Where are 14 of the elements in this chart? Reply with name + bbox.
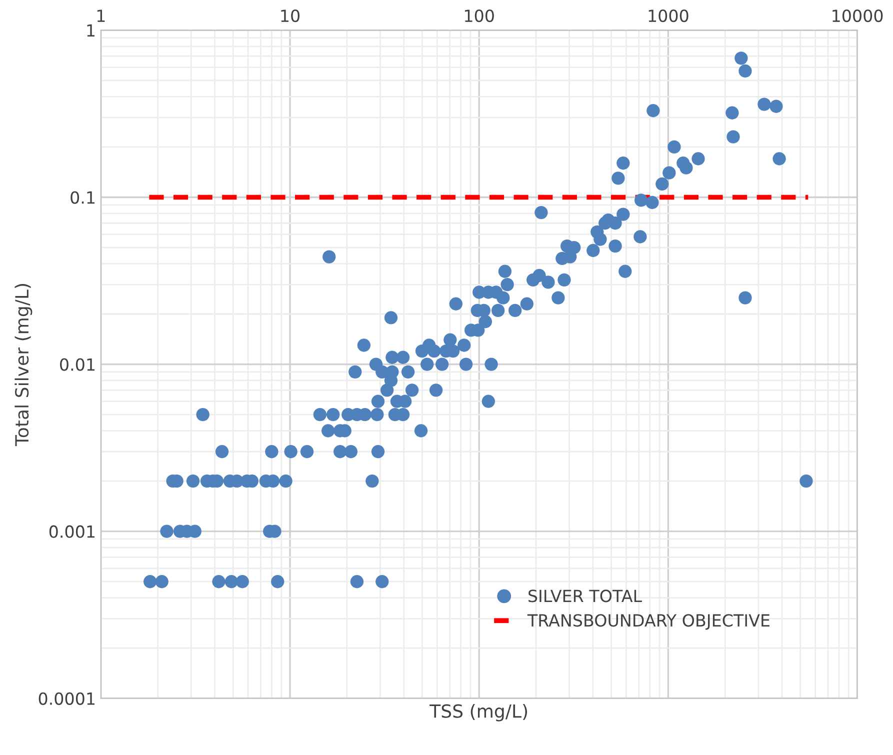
x-tick-label: 1000	[648, 10, 688, 22]
y-tick-label: 0.1	[70, 191, 95, 204]
y-tick-label: 1	[87, 24, 95, 37]
y-tick-label: 0.01	[60, 358, 95, 371]
y-tick-label: 0.001	[49, 525, 95, 538]
x-tick-label: 100	[465, 10, 494, 22]
x-tick-label: 10	[281, 10, 300, 22]
x-axis-title: TSS (mg/L)	[430, 704, 528, 722]
x-tick-label: 1	[97, 10, 105, 22]
y-axis-title: Total Silver (mg/L)	[14, 284, 32, 446]
legend-label: TRANSBOUNDARY OBJECTIVE	[527, 614, 770, 630]
y-tick-label: 0.0001	[38, 692, 95, 705]
x-tick-label: 10000	[832, 10, 883, 22]
legend-label: SILVER TOTAL	[528, 590, 642, 602]
